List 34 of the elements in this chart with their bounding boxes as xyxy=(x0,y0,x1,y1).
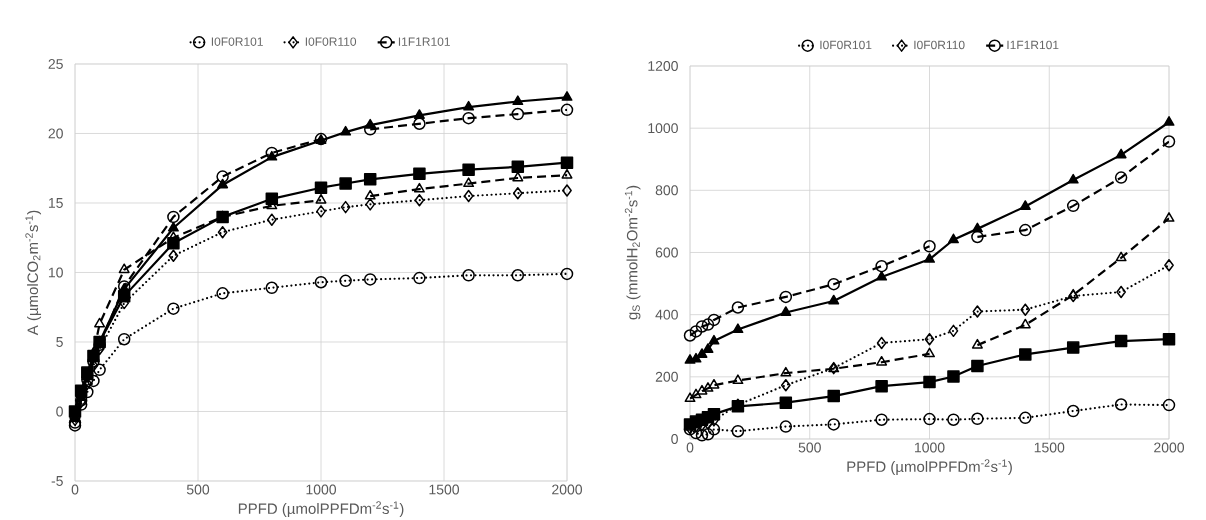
x-tick-label: 0 xyxy=(71,484,79,495)
y-tick-label: 800 xyxy=(655,185,678,196)
x-tick-label: 500 xyxy=(798,442,821,453)
x-tick-label: 1500 xyxy=(429,484,460,495)
x-tick-label: 500 xyxy=(186,484,210,495)
legend-label: I1F1R101 xyxy=(1007,40,1059,50)
y-tick-label: 25 xyxy=(48,58,63,69)
y-tick-label: 5 xyxy=(56,336,63,347)
y-tick-label: 15 xyxy=(48,197,63,208)
x-tick-label: 1500 xyxy=(1034,442,1065,453)
legend-label: I0F0R101 xyxy=(211,37,263,46)
y-tick-label: 0 xyxy=(56,406,63,417)
y-tick-label: 400 xyxy=(655,309,678,320)
y-tick-label: 1200 xyxy=(648,60,678,71)
y-axis-title: A (µmolCO$_{2}$m$^{-2}$s$^{-1}$) xyxy=(25,210,42,336)
x-axis-title: PPFD (µmolPPFDm$^{-2}$s$^{-1}$) xyxy=(847,459,1012,475)
x-tick-label: 1000 xyxy=(915,442,945,453)
legend-label: I0F0R110 xyxy=(914,40,965,50)
y-tick-label: 10 xyxy=(48,267,63,278)
x-tick-label: 0 xyxy=(686,442,694,453)
legend-label: I1F1R101 xyxy=(398,37,450,46)
x-axis-title: PPFD (µmolPPFDm$^{-2}$s$^{-1}$) xyxy=(238,501,404,517)
legend-label: I0F0R110 xyxy=(305,37,357,46)
x-tick-label: 1000 xyxy=(306,484,337,495)
y-tick-label: 600 xyxy=(655,247,678,258)
y-tick-label: 20 xyxy=(48,128,63,139)
text: g$_{S}$ (mmolH$_{2}$Om$^{-2}$s$^{-1}$) xyxy=(624,185,641,320)
y-tick-label: -5 xyxy=(51,475,63,486)
x-tick-label: 2000 xyxy=(552,484,583,495)
x-tick-label: 2000 xyxy=(1154,442,1185,453)
y-tick-label: 200 xyxy=(655,371,678,382)
legend-label: I0F0R101 xyxy=(820,40,872,50)
y-tick-label: 1000 xyxy=(648,123,678,133)
y-tick-label: 0 xyxy=(671,433,678,444)
